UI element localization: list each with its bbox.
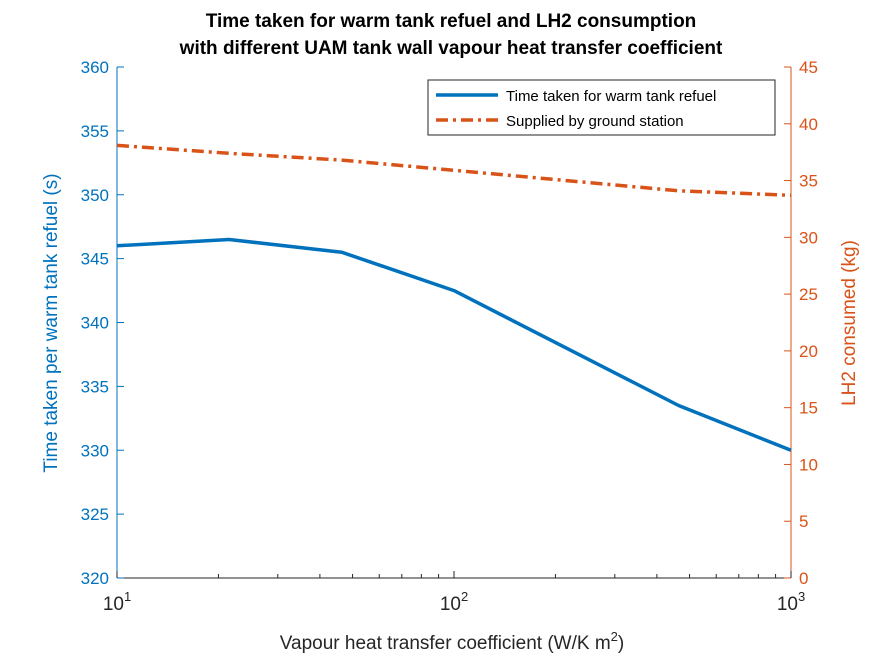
y-right-tick-label: 35	[799, 172, 818, 191]
y-left-tick-label: 330	[81, 441, 109, 460]
y-axis-left-label: Time taken per warm tank refuel (s)	[41, 173, 62, 472]
y-right-tick-label: 30	[799, 228, 818, 247]
y-left-tick-label: 320	[81, 569, 109, 588]
y-left-tick-label: 355	[81, 122, 109, 141]
y-axis-right-label: LH2 consumed (kg)	[839, 240, 860, 406]
y-left-tick-label: 360	[81, 58, 109, 77]
chart-title-line-1: Time taken for warm tank refuel and LH2 …	[206, 11, 697, 32]
chart-title-line-2: with different UAM tank wall vapour heat…	[179, 38, 723, 59]
x-axis-label: Vapour heat transfer coefficient (W/K m2…	[280, 629, 624, 654]
x-tick-label: 101	[103, 589, 131, 615]
y-right-tick-label: 15	[799, 399, 818, 418]
y-left-tick-label: 345	[81, 250, 109, 269]
x-tick-label: 102	[440, 589, 468, 615]
series-line-refuel-time	[116, 237, 792, 452]
y-left-tick-label: 325	[81, 505, 109, 524]
series-line-ground-station	[116, 143, 792, 198]
y-right-tick-label: 40	[799, 115, 818, 134]
legend-box	[427, 79, 776, 136]
x-axis-label-main: Vapour heat transfer coefficient (W/K m	[280, 633, 611, 654]
y-right-tick-label: 10	[799, 455, 818, 474]
legend: Time taken for warm tank refuel Supplied…	[427, 79, 776, 136]
y-left-tick-label: 335	[81, 377, 109, 396]
x-axis-label-close: )	[618, 633, 624, 654]
legend-label-ground-station: Supplied by ground station	[506, 113, 684, 130]
y-left-tick-label: 350	[81, 186, 109, 205]
y-right-tick-label: 45	[799, 58, 818, 77]
y-right-tick-label: 25	[799, 285, 818, 304]
y-right-tick-label: 5	[799, 512, 808, 531]
x-tick-label: 103	[777, 589, 805, 615]
y-right-tick-label: 20	[799, 342, 818, 361]
y-right-tick-label: 0	[799, 569, 808, 588]
x-axis-label-sup: 2	[611, 629, 618, 644]
y-left-tick-label: 340	[81, 314, 109, 333]
legend-label-refuel-time: Time taken for warm tank refuel	[506, 88, 716, 105]
